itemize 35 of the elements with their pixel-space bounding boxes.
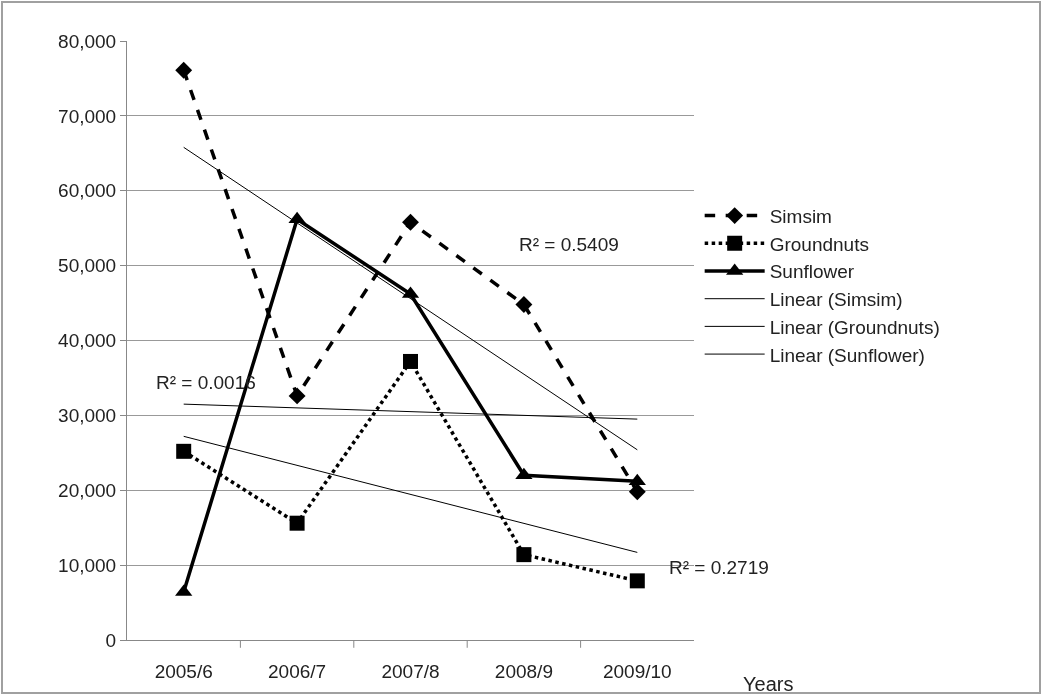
point — [402, 213, 419, 231]
point — [628, 483, 646, 501]
x-tick-label: 2008/9 — [494, 660, 553, 682]
point — [629, 573, 645, 589]
x-tick-label: 2006/7 — [268, 660, 327, 682]
legend-label: Linear (Sunflower) — [769, 344, 925, 366]
point — [289, 515, 305, 531]
annotation: R² = 0.5409 — [519, 234, 619, 255]
point — [515, 467, 533, 480]
legend-label: Sunflower — [769, 261, 855, 283]
point — [403, 353, 418, 369]
y-tick-label: 60,000 — [58, 180, 117, 202]
y-tick-label: 10,000 — [58, 554, 117, 576]
y-tick-label: 80,000 — [58, 30, 117, 52]
legend-label: Linear (Simsim) — [769, 289, 903, 311]
x-tick-label: 2007/8 — [381, 660, 440, 682]
legend-label: Simsim — [769, 206, 832, 227]
y-tick-label: 0 — [105, 629, 117, 651]
legend-label: Linear (Groundnuts) — [769, 316, 940, 338]
point — [516, 547, 532, 563]
point — [288, 387, 306, 405]
point — [176, 443, 192, 459]
y-tick-label: 30,000 — [58, 405, 117, 427]
annotation: R² = 0.2719 — [669, 557, 769, 578]
y-tick-label: 20,000 — [58, 479, 117, 501]
x-tick-label: 2009/10 — [602, 660, 672, 682]
y-tick-label: 40,000 — [58, 330, 117, 352]
x-tick-label: 2005/6 — [154, 660, 213, 682]
point — [628, 473, 646, 486]
point — [515, 296, 533, 314]
x-axis-title: Years — [743, 673, 794, 695]
point — [175, 61, 193, 79]
y-tick-label: 70,000 — [58, 105, 117, 127]
legend-label: Groundnuts — [769, 233, 869, 255]
y-tick-label: 50,000 — [58, 255, 117, 277]
